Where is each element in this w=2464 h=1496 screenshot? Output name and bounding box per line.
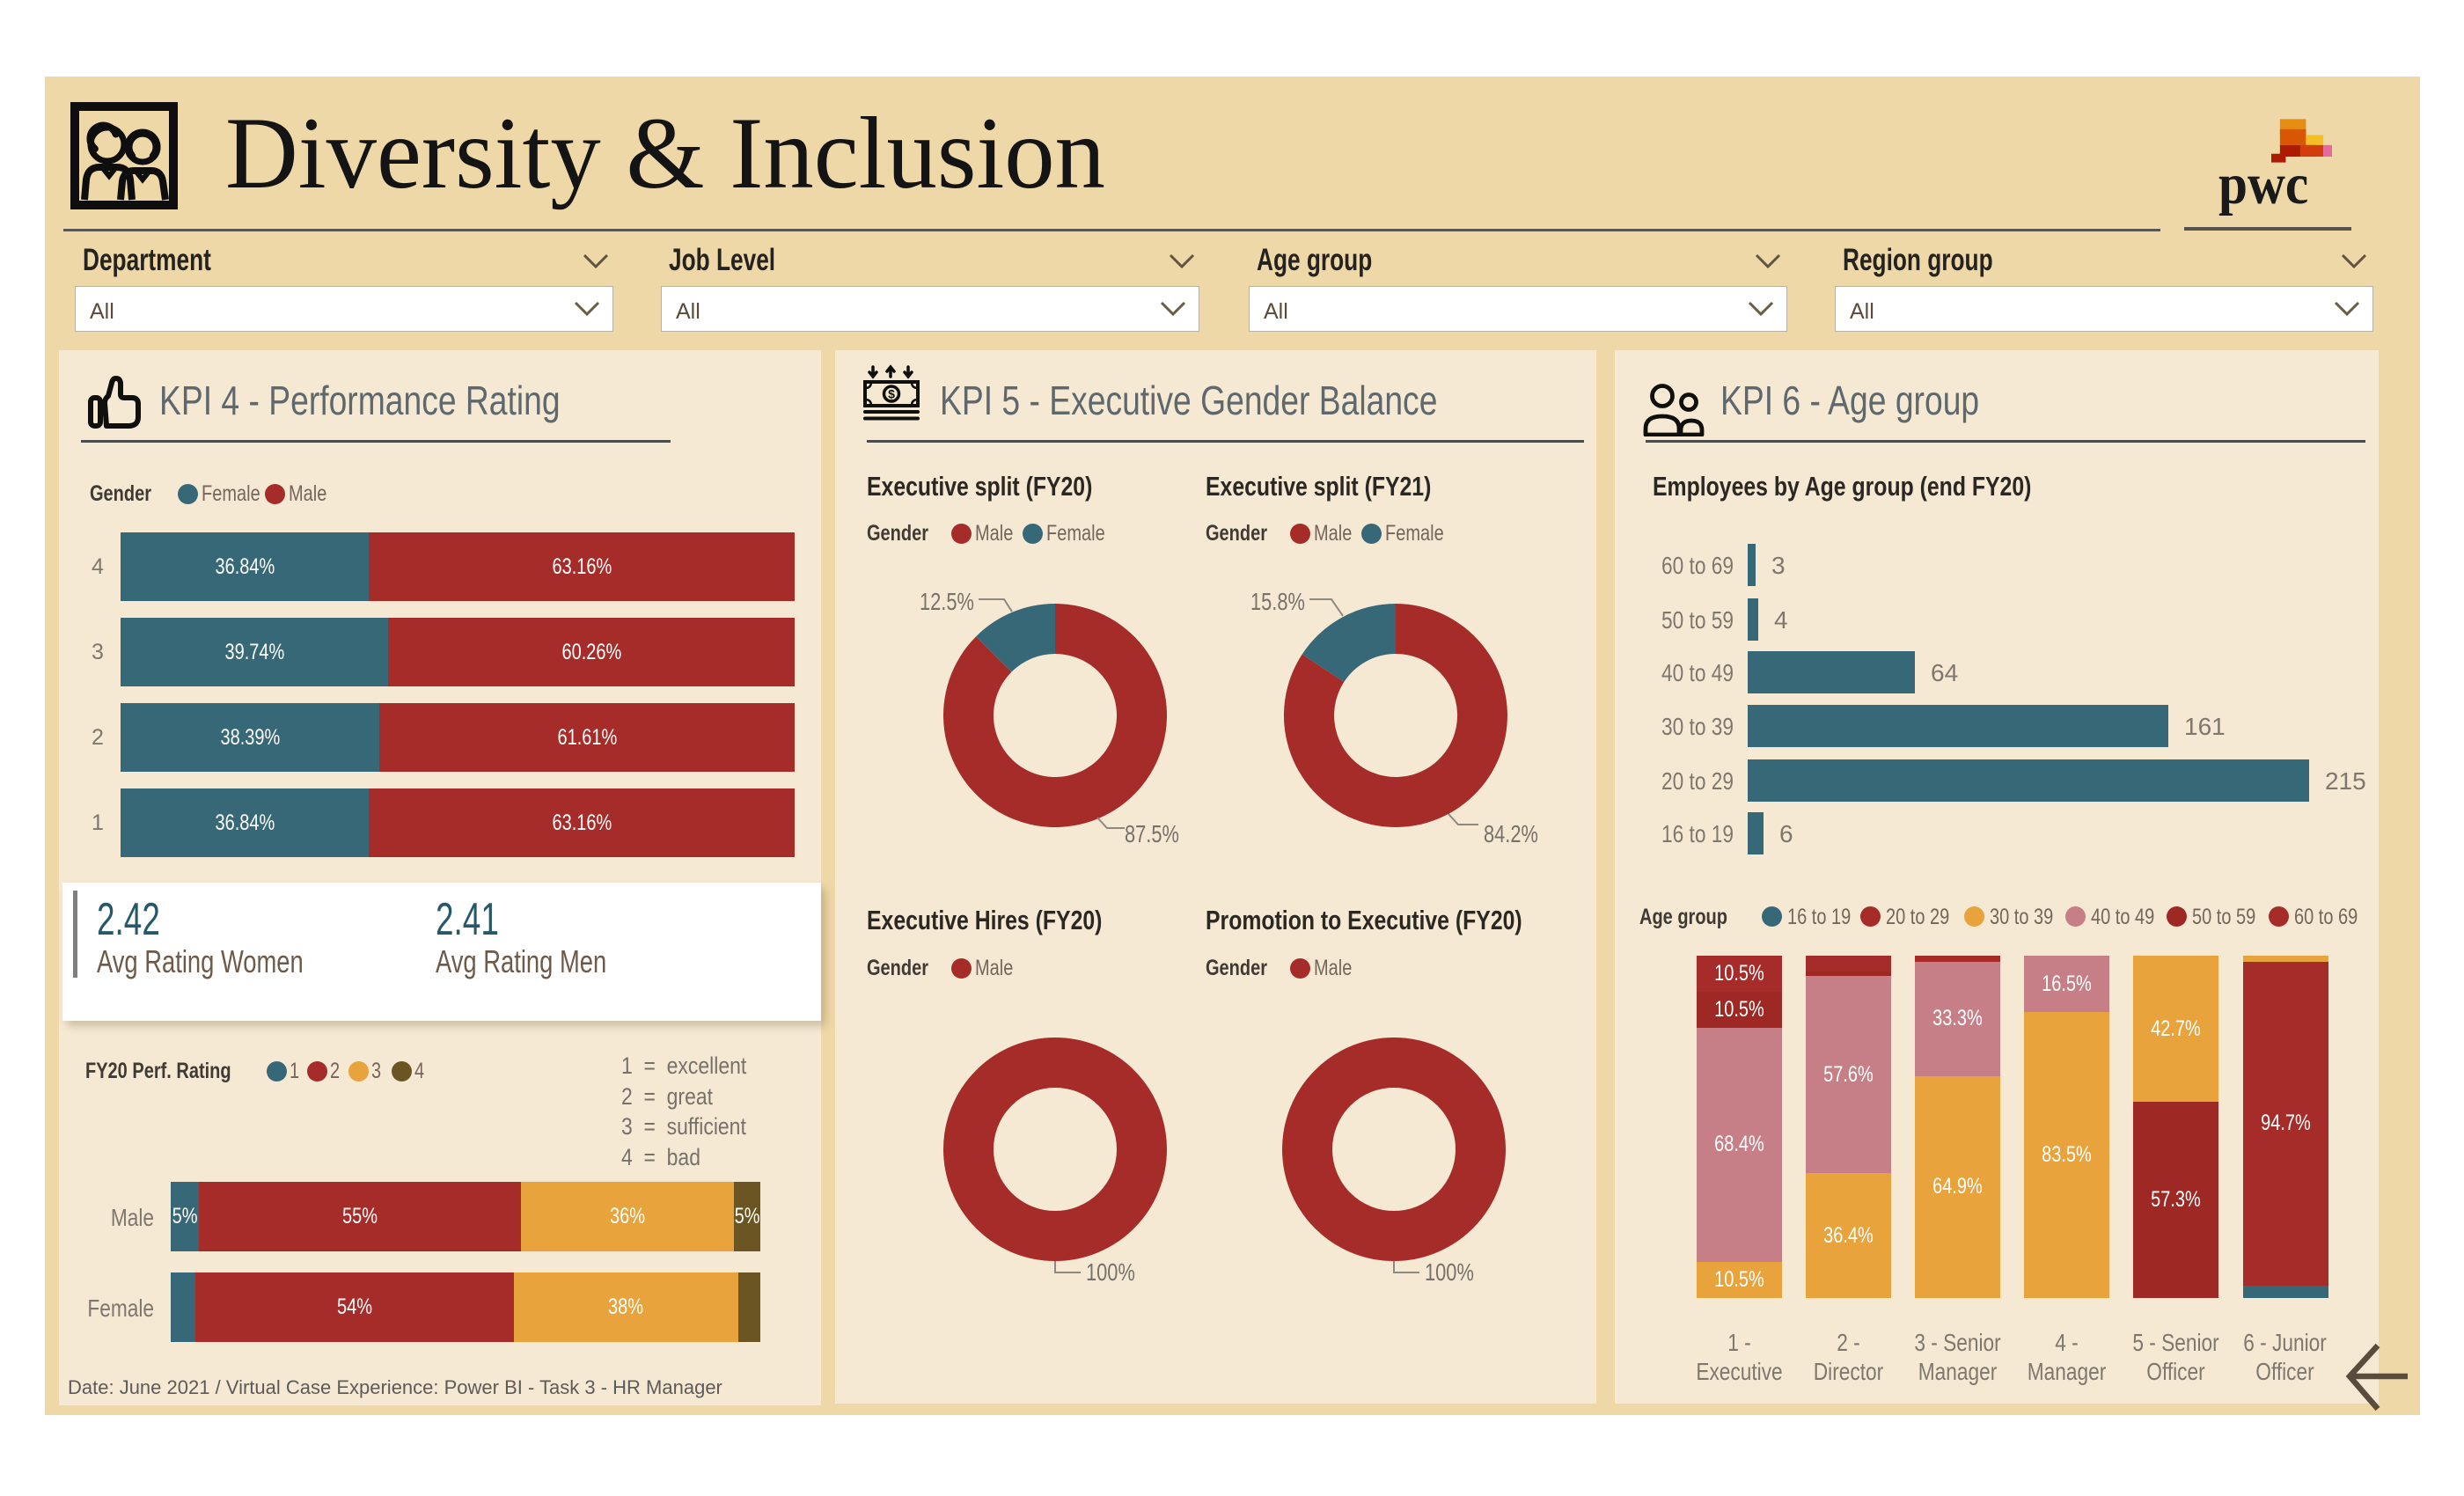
svg-text:$: $ [888, 387, 895, 401]
